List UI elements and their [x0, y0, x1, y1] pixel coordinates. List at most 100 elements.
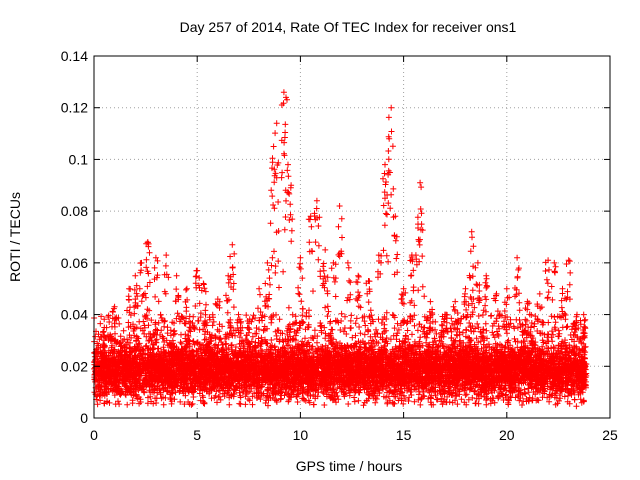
- data-point: [454, 401, 461, 408]
- data-point: [394, 330, 401, 337]
- data-point: [153, 400, 160, 406]
- data-point: [311, 327, 318, 334]
- data-point: [548, 313, 555, 320]
- data-point: [408, 297, 415, 304]
- data-point: [474, 320, 481, 327]
- data-point: [438, 321, 445, 328]
- data-point: [276, 284, 282, 291]
- data-point: [532, 313, 539, 320]
- data-point: [277, 395, 284, 402]
- data-point: [157, 331, 163, 338]
- data-point: [439, 401, 446, 408]
- data-point: [313, 205, 320, 212]
- data-point: [400, 400, 407, 407]
- data-point: [190, 324, 197, 331]
- data-point: [315, 256, 322, 263]
- data-point: [160, 401, 167, 408]
- data-point: [552, 401, 559, 408]
- data-point: [551, 324, 558, 331]
- data-point: [423, 339, 430, 346]
- data-point: [463, 326, 469, 333]
- data-point: [249, 393, 256, 400]
- data-point: [97, 397, 104, 404]
- data-point: [190, 338, 196, 345]
- data-point: [555, 327, 562, 334]
- data-point: [571, 396, 578, 403]
- data-point: [516, 299, 523, 306]
- data-point: [415, 396, 422, 403]
- data-point: [475, 324, 482, 331]
- data-point: [383, 316, 390, 322]
- data-point: [349, 334, 356, 341]
- data-point: [249, 333, 256, 340]
- data-point: [210, 318, 217, 325]
- data-point: [329, 397, 336, 404]
- data-point: [428, 392, 435, 399]
- data-point: [356, 324, 363, 330]
- data-point: [463, 306, 470, 313]
- data-points: [91, 89, 590, 410]
- data-point: [516, 317, 523, 323]
- data-point: [167, 332, 174, 339]
- data-point: [276, 316, 283, 323]
- data-point: [501, 318, 507, 325]
- data-point: [390, 400, 397, 407]
- data-point: [482, 293, 489, 300]
- data-point: [338, 310, 345, 317]
- data-point: [519, 402, 525, 408]
- data-point: [109, 323, 115, 330]
- data-point: [411, 312, 418, 319]
- data-point: [269, 254, 276, 261]
- data-point: [214, 399, 220, 406]
- data-point: [434, 396, 441, 403]
- data-point: [391, 271, 398, 278]
- data-point: [416, 388, 423, 395]
- data-point: [268, 337, 275, 343]
- data-point: [528, 320, 535, 326]
- data-point: [214, 326, 221, 333]
- data-point: [382, 210, 389, 217]
- data-point: [318, 327, 325, 334]
- data-point: [372, 399, 379, 406]
- data-point: [324, 303, 331, 310]
- data-point: [471, 304, 478, 311]
- data-point: [469, 309, 476, 316]
- data-point: [193, 348, 200, 354]
- data-point: [402, 332, 409, 339]
- data-point: [246, 397, 253, 404]
- data-point: [489, 329, 496, 336]
- data-point: [243, 312, 250, 319]
- data-point: [417, 206, 424, 212]
- data-point: [265, 303, 271, 310]
- data-point: [557, 395, 564, 402]
- data-point: [289, 311, 296, 318]
- data-point: [433, 330, 440, 337]
- data-point: [386, 397, 393, 404]
- data-point: [300, 319, 307, 326]
- data-point: [280, 268, 287, 275]
- data-point: [500, 397, 507, 403]
- data-point: [272, 269, 279, 276]
- data-point: [361, 341, 368, 348]
- data-point: [153, 326, 160, 333]
- data-point: [390, 185, 397, 192]
- data-point: [561, 393, 568, 400]
- data-point: [371, 342, 378, 349]
- data-point: [131, 286, 138, 293]
- data-point: [237, 392, 244, 399]
- data-point: [448, 328, 455, 335]
- data-point: [562, 346, 569, 353]
- data-point: [94, 401, 101, 408]
- data-point: [224, 309, 231, 316]
- data-point: [226, 401, 233, 408]
- data-point: [525, 385, 532, 392]
- data-point: [468, 337, 475, 343]
- data-point: [384, 400, 391, 407]
- data-point: [333, 389, 340, 396]
- data-point: [487, 313, 494, 319]
- data-point: [148, 317, 155, 324]
- data-point: [489, 323, 496, 329]
- data-point: [279, 330, 286, 337]
- data-point: [552, 319, 559, 326]
